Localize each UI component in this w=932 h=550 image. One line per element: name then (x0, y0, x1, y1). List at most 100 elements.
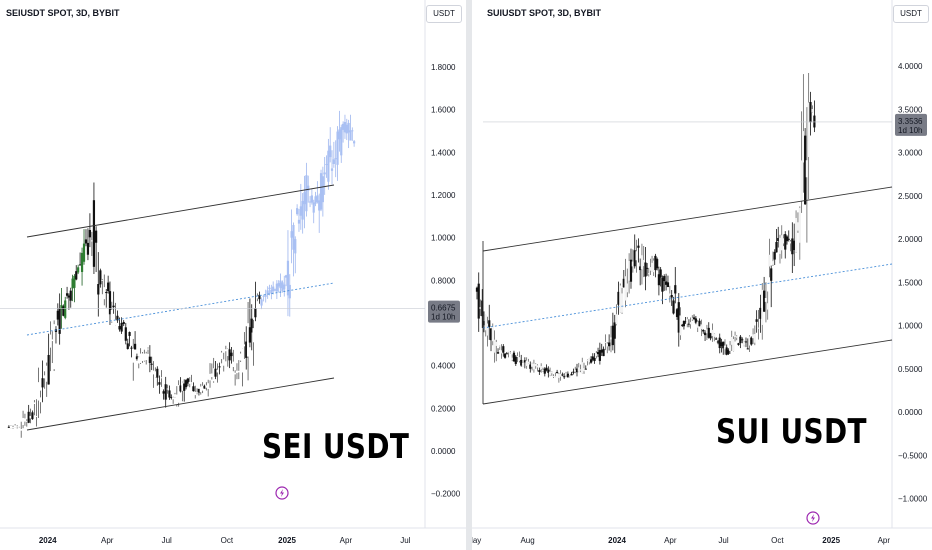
candle-body (559, 373, 562, 377)
price-unit-sui[interactable]: USDT (893, 5, 929, 23)
candle-body (210, 373, 213, 378)
candle-body (156, 368, 159, 378)
candle-body (230, 352, 233, 357)
candle-body (195, 392, 199, 394)
panel-divider[interactable] (466, 0, 472, 550)
candle-body (114, 319, 117, 326)
candle-body (617, 291, 620, 305)
candle-body (755, 319, 758, 322)
candle-body (137, 357, 140, 364)
price-unit-sei[interactable]: USDT (426, 5, 462, 23)
candle-body (563, 376, 566, 378)
candle-body (626, 283, 629, 293)
candle-body (88, 230, 92, 238)
candle-body (631, 261, 634, 267)
candle-body (336, 131, 339, 165)
candle-body (150, 363, 153, 365)
candle-body (262, 295, 265, 297)
candle-body (589, 359, 593, 363)
candle-body (503, 353, 507, 358)
candle-body (252, 328, 255, 343)
candle-body (194, 392, 197, 396)
candle-body (677, 302, 680, 333)
candle-body (345, 124, 348, 134)
candle-body (148, 356, 151, 363)
candle-body (778, 237, 782, 254)
chart-title-sui: SUIUSDT SPOT, 3D, BYBIT (487, 8, 602, 18)
price-tick-label: 2.0000 (898, 235, 923, 244)
candle-body (183, 383, 186, 391)
candle-body (347, 122, 350, 133)
candle-body (105, 292, 108, 294)
price-tick-label: 3.5000 (898, 105, 923, 114)
candle-body (145, 353, 148, 361)
candle-body (214, 368, 217, 377)
candle-body (602, 348, 605, 357)
candle-body (325, 164, 328, 166)
candle-body (771, 261, 775, 265)
candle-body (746, 348, 749, 350)
candle-body (748, 336, 751, 346)
candle-body (545, 367, 548, 371)
candle-body (266, 290, 269, 295)
time-tick-label: Apr (340, 536, 353, 545)
candle-body (598, 350, 601, 361)
bar-countdown-badge: 1d 10h (431, 313, 455, 322)
candle-body (650, 262, 654, 272)
candle-body (212, 368, 215, 382)
candle-body (716, 341, 720, 343)
candle-body (314, 196, 317, 204)
candle-body (787, 238, 790, 240)
price-tick-label: 1.8000 (431, 63, 456, 72)
candle-body (353, 141, 356, 144)
candle-body (124, 327, 127, 341)
candle-body (561, 374, 564, 376)
candle-body (154, 371, 157, 378)
candle-body (622, 278, 625, 288)
candle-body (813, 115, 816, 128)
candle-body (733, 335, 737, 337)
candle-body (254, 308, 257, 318)
candle-body (292, 224, 295, 250)
candle-body (720, 342, 723, 346)
candle-body (681, 324, 684, 326)
candle-body (122, 321, 125, 325)
candle-body (203, 385, 206, 389)
candle-body (199, 386, 202, 393)
candle-body (177, 385, 180, 403)
candle-body (21, 418, 25, 425)
candle-body (798, 207, 801, 243)
candle-body (179, 385, 182, 392)
candle-body (784, 234, 787, 250)
candle-body (531, 363, 534, 367)
candle-body (175, 394, 178, 405)
price-badge-bg (428, 300, 460, 323)
candle-body (126, 343, 129, 349)
candle-body (600, 349, 603, 353)
candle-body (152, 370, 155, 375)
price-badge-bg (895, 113, 927, 136)
candle-body (541, 370, 545, 372)
candle-body (743, 341, 746, 346)
candle-body (97, 284, 100, 295)
candle-body (139, 353, 142, 363)
candle-body (751, 334, 755, 339)
candle-body (577, 367, 580, 372)
candle-body (591, 356, 594, 360)
candle-body (7, 426, 10, 428)
candle-body (711, 329, 714, 337)
candle-body (64, 300, 67, 318)
candle-body (540, 366, 543, 370)
candle-body (687, 323, 691, 325)
candle-body (141, 353, 144, 362)
candle-body (744, 341, 748, 343)
time-tick-label: Jul (718, 536, 728, 545)
candle-body (343, 122, 347, 133)
candle-body (234, 372, 237, 375)
candle-body (349, 130, 352, 141)
candle-body (518, 357, 521, 361)
candle-body (796, 222, 800, 231)
candle-body (275, 283, 278, 292)
candle-body (584, 368, 587, 370)
